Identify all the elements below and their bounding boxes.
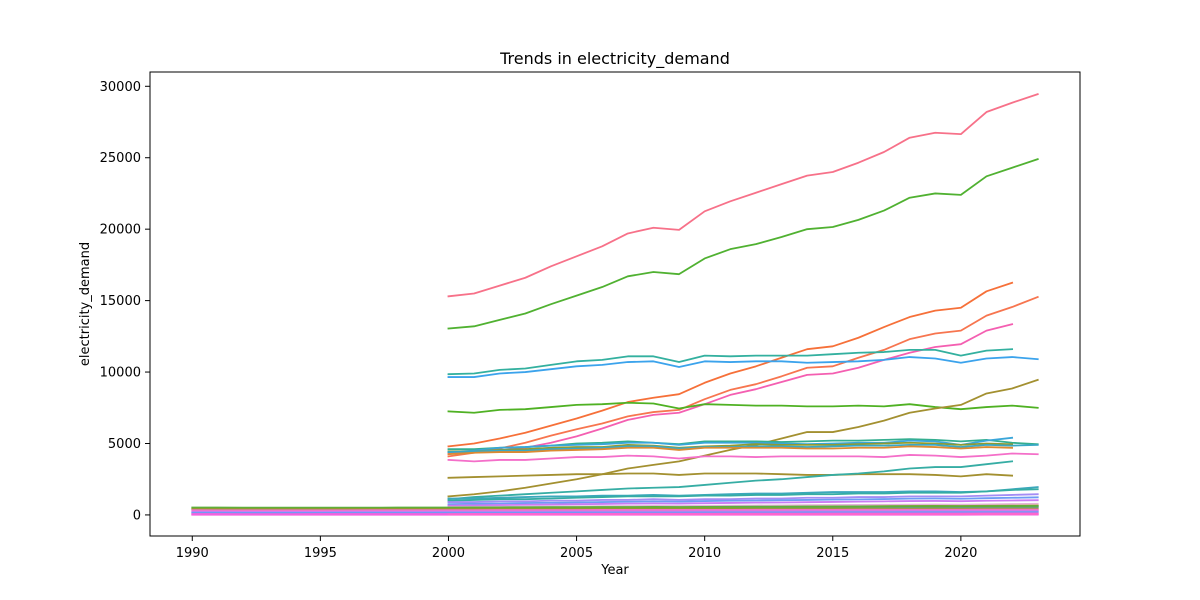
- series-line-13: [447, 443, 1039, 453]
- x-tick-label: 1990: [176, 546, 209, 561]
- series-line-1: [447, 93, 1039, 298]
- series-line-7: [447, 356, 1039, 378]
- x-tick-label: 2010: [688, 546, 721, 561]
- series-line-14: [447, 445, 1014, 456]
- series-line-18: [447, 486, 1039, 500]
- series-line-3: [447, 281, 1014, 448]
- y-tick-label: 20000: [100, 223, 141, 238]
- y-tick-label: 0: [133, 508, 141, 523]
- y-axis: 0 5000 10000 15000 20000 25000 30000: [100, 80, 150, 523]
- series-line-20: [447, 493, 1039, 503]
- y-tick-label: 15000: [100, 294, 141, 309]
- series-line-2: [447, 158, 1039, 330]
- series-line-28: [191, 507, 1039, 510]
- x-tick-label: 2020: [944, 546, 977, 561]
- x-tick-label: 2000: [432, 546, 465, 561]
- chart-title: Trends in electricity_demand: [499, 49, 730, 69]
- series-line-5: [447, 323, 1014, 455]
- series-line-27: [191, 505, 1039, 509]
- x-tick-label: 1995: [304, 546, 337, 561]
- series-line-22: [447, 499, 1039, 507]
- series-line-4: [447, 295, 1039, 458]
- series-line-16: [447, 472, 1014, 479]
- y-tick-label: 30000: [100, 80, 141, 95]
- series-line-6: [447, 348, 1014, 376]
- series-line-30: [191, 510, 1039, 513]
- series-line-29: [191, 508, 1039, 512]
- series-line-21: [447, 496, 1039, 506]
- x-tick-label: 2005: [560, 546, 593, 561]
- y-axis-title: electricity_demand: [78, 242, 93, 366]
- x-axis-title: Year: [600, 563, 629, 578]
- series-line-15: [447, 452, 1039, 463]
- x-axis: 1990 1995 2000 2005 2010 2015 2020: [176, 536, 977, 561]
- series-line-31: [191, 511, 1039, 514]
- y-tick-label: 10000: [100, 366, 141, 381]
- series-line-17: [447, 460, 1014, 501]
- series-line-19: [447, 488, 1039, 502]
- plot-frame: [149, 71, 1081, 537]
- series-line-12: [447, 441, 1014, 453]
- series-line-11: [447, 436, 1014, 454]
- y-tick-label: 25000: [100, 151, 141, 166]
- y-tick-label: 5000: [108, 437, 141, 452]
- x-tick-label: 2015: [816, 546, 849, 561]
- plot-area: [191, 93, 1039, 516]
